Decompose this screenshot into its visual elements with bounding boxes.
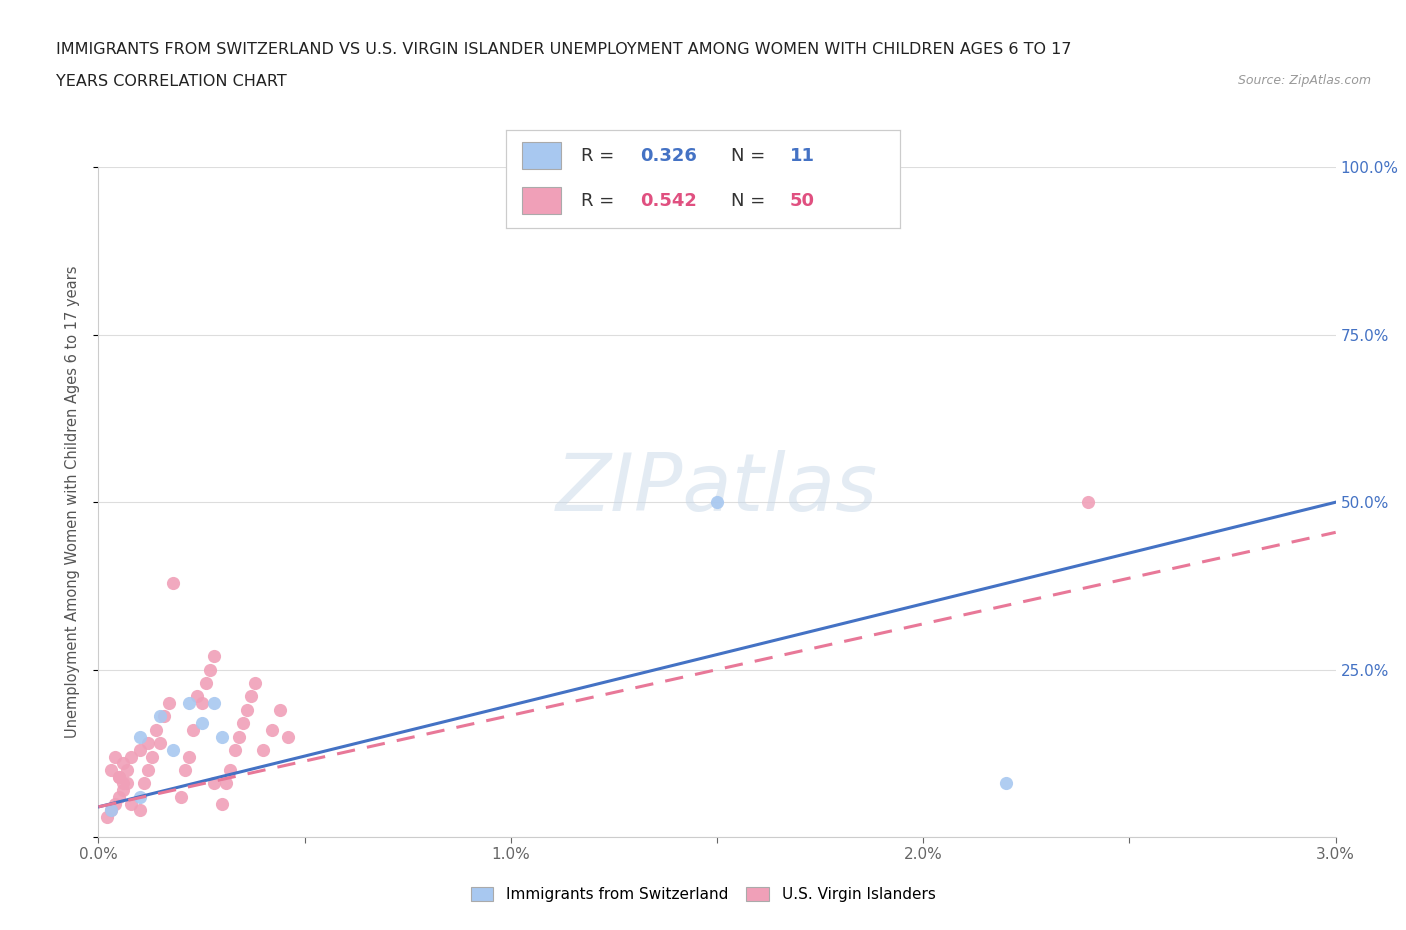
Point bbox=[190, 716, 212, 731]
Point bbox=[228, 729, 250, 744]
Point bbox=[260, 723, 283, 737]
Point bbox=[179, 750, 201, 764]
Point bbox=[211, 796, 233, 811]
Point bbox=[243, 675, 266, 690]
Point bbox=[100, 763, 122, 777]
Point bbox=[108, 769, 131, 784]
Text: Source: ZipAtlas.com: Source: ZipAtlas.com bbox=[1237, 74, 1371, 87]
Point bbox=[181, 723, 204, 737]
Point bbox=[104, 750, 127, 764]
Text: R =: R = bbox=[581, 192, 620, 209]
Point bbox=[136, 736, 159, 751]
Y-axis label: Unemployment Among Women with Children Ages 6 to 17 years: Unemployment Among Women with Children A… bbox=[65, 266, 80, 738]
Point bbox=[202, 776, 225, 790]
Point bbox=[149, 709, 172, 724]
Point bbox=[128, 803, 150, 817]
Point bbox=[120, 750, 142, 764]
Point bbox=[198, 662, 221, 677]
Text: N =: N = bbox=[731, 192, 770, 209]
Text: 0.542: 0.542 bbox=[640, 192, 697, 209]
Point bbox=[157, 696, 180, 711]
Point bbox=[128, 729, 150, 744]
Point bbox=[211, 729, 233, 744]
Text: YEARS CORRELATION CHART: YEARS CORRELATION CHART bbox=[56, 74, 287, 89]
Point bbox=[706, 495, 728, 510]
Point bbox=[190, 696, 212, 711]
Point bbox=[202, 696, 225, 711]
Point bbox=[132, 776, 155, 790]
Text: N =: N = bbox=[731, 147, 770, 165]
Point bbox=[194, 675, 217, 690]
Point bbox=[149, 736, 172, 751]
Point bbox=[186, 689, 208, 704]
Point bbox=[994, 776, 1017, 790]
Point bbox=[104, 796, 127, 811]
Text: ZIPatlas: ZIPatlas bbox=[555, 450, 879, 528]
Point bbox=[162, 742, 184, 757]
Point bbox=[117, 763, 139, 777]
Point bbox=[219, 763, 242, 777]
Point bbox=[202, 649, 225, 664]
Text: 0.326: 0.326 bbox=[640, 147, 697, 165]
Point bbox=[108, 769, 131, 784]
Point bbox=[174, 763, 197, 777]
Point bbox=[128, 742, 150, 757]
Text: 50: 50 bbox=[790, 192, 814, 209]
Text: 11: 11 bbox=[790, 147, 814, 165]
Point bbox=[100, 803, 122, 817]
Point bbox=[170, 790, 193, 804]
Text: IMMIGRANTS FROM SWITZERLAND VS U.S. VIRGIN ISLANDER UNEMPLOYMENT AMONG WOMEN WIT: IMMIGRANTS FROM SWITZERLAND VS U.S. VIRG… bbox=[56, 42, 1071, 57]
Point bbox=[141, 750, 163, 764]
Point bbox=[269, 702, 291, 717]
Point bbox=[120, 796, 142, 811]
Point bbox=[277, 729, 299, 744]
Point bbox=[215, 776, 238, 790]
Point bbox=[112, 783, 135, 798]
Point bbox=[153, 709, 176, 724]
Point bbox=[224, 742, 246, 757]
Point bbox=[112, 756, 135, 771]
Text: R =: R = bbox=[581, 147, 620, 165]
Point bbox=[136, 763, 159, 777]
Point bbox=[240, 689, 263, 704]
Point bbox=[162, 575, 184, 590]
Point bbox=[112, 776, 135, 790]
FancyBboxPatch shape bbox=[522, 142, 561, 169]
Point bbox=[145, 723, 167, 737]
Point bbox=[96, 809, 118, 824]
Point bbox=[1077, 495, 1099, 510]
Point bbox=[117, 776, 139, 790]
Point bbox=[179, 696, 201, 711]
FancyBboxPatch shape bbox=[522, 187, 561, 214]
Point bbox=[128, 790, 150, 804]
Point bbox=[100, 803, 122, 817]
Point bbox=[108, 790, 131, 804]
Point bbox=[252, 742, 274, 757]
Point bbox=[236, 702, 259, 717]
Legend: Immigrants from Switzerland, U.S. Virgin Islanders: Immigrants from Switzerland, U.S. Virgin… bbox=[464, 881, 942, 909]
Point bbox=[232, 716, 254, 731]
